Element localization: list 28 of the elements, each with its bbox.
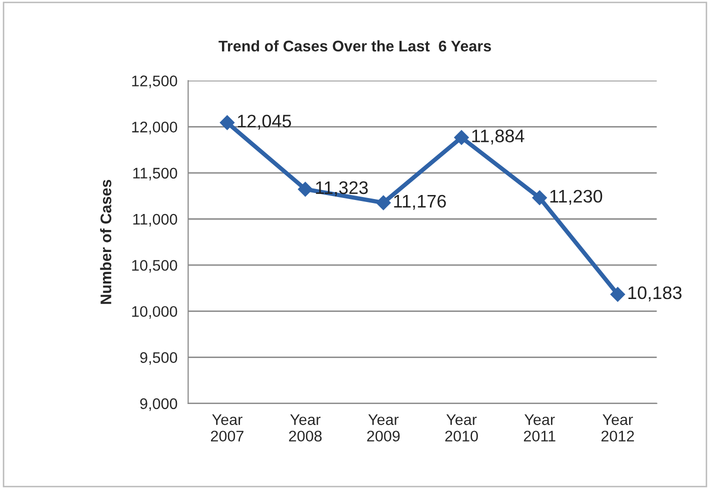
data-label: 11,884 <box>472 130 524 144</box>
point <box>376 195 391 210</box>
y-tick-label: 10,000 <box>132 306 178 319</box>
x-tick-label: Year 2008 <box>289 414 322 442</box>
data-label: 11,323 <box>316 181 368 196</box>
x-tick-label: Year 2012 <box>601 414 634 442</box>
data-label: 11,176 <box>394 194 446 210</box>
point <box>610 286 626 302</box>
y-axis-title: Number of Cases <box>100 180 112 304</box>
point <box>220 115 235 130</box>
y-tick-label: 11,000 <box>133 214 178 226</box>
x-tick-label: Year 2007 <box>210 414 244 442</box>
x-tick-label: Year 2011 <box>524 414 556 442</box>
data-label: 12,045 <box>238 114 292 130</box>
y-tick-label: 10,500 <box>132 260 178 273</box>
x-tick-label: Year 2009 <box>367 414 400 442</box>
y-tick-label: 9,500 <box>140 352 178 365</box>
point <box>532 190 547 206</box>
data-label: 11,230 <box>550 190 602 205</box>
y-tick-label: 12,000 <box>132 122 178 134</box>
y-tick-label: 11,500 <box>133 168 178 180</box>
data-label: 10,183 <box>628 286 682 302</box>
point <box>298 182 313 197</box>
y-tick-label: 12,500 <box>132 76 178 88</box>
y-tick-label: 9,000 <box>140 398 178 411</box>
chart-title: Trend of Cases Over the Last 6 Years <box>218 40 491 52</box>
point <box>454 130 469 145</box>
x-tick-label: Year 2010 <box>445 414 478 442</box>
